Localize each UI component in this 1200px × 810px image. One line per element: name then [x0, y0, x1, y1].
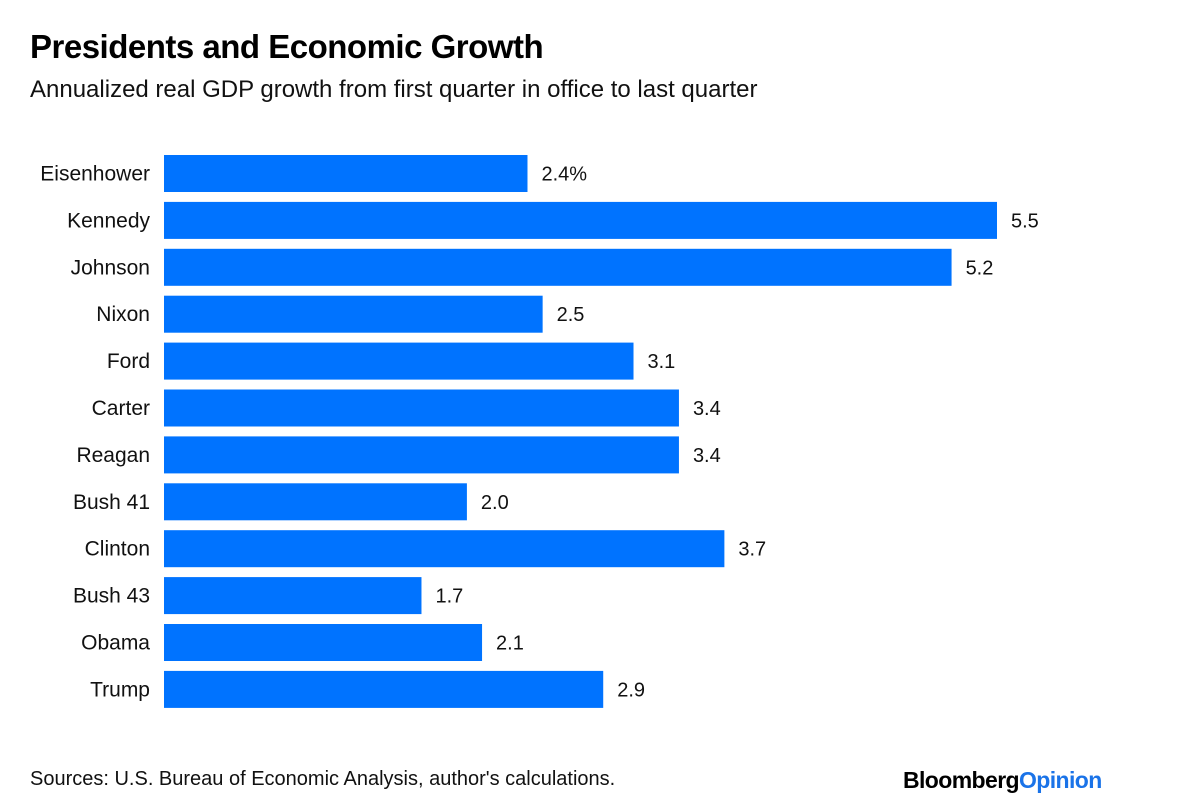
category-label: Bush 43 — [73, 585, 150, 608]
category-label: Trump — [90, 678, 150, 701]
category-label: Johnson — [71, 256, 150, 279]
bloomberg-opinion-logo: BloombergOpinion — [903, 767, 1102, 794]
bar — [164, 201, 997, 239]
logo-bloomberg: Bloomberg — [903, 767, 1020, 793]
category-label: Bush 41 — [73, 491, 150, 514]
category-label: Obama — [81, 632, 150, 655]
bar — [164, 577, 422, 615]
category-label: Ford — [107, 350, 150, 373]
category-label: Clinton — [85, 538, 150, 561]
bar — [164, 155, 528, 192]
category-label: Kennedy — [67, 209, 150, 232]
chart-title: Presidents and Economic Growth — [30, 28, 544, 65]
bar — [164, 483, 467, 521]
chart-subtitle: Annualized real GDP growth from first qu… — [30, 76, 758, 103]
value-label: 5.2 — [966, 257, 994, 279]
bar — [164, 670, 604, 708]
bar-chart: Eisenhower 2.4% Kennedy 5.5 Johnson 5.2 Nixon 2… — [40, 155, 1039, 708]
value-label: 2.9 — [617, 679, 645, 701]
value-label: 3.4 — [693, 398, 721, 420]
logo-opinion: Opinion — [1019, 767, 1102, 793]
bar — [164, 295, 543, 333]
value-label: 2.1 — [496, 633, 524, 655]
value-label: 3.1 — [648, 351, 676, 373]
value-label: 2.5 — [557, 304, 585, 326]
category-label: Eisenhower — [40, 163, 150, 186]
value-label: 2.0 — [481, 492, 509, 514]
value-label: 1.7 — [435, 586, 463, 608]
bar — [164, 342, 634, 380]
source-note: Sources: U.S. Bureau of Economic Analysi… — [30, 768, 616, 790]
category-label: Nixon — [96, 303, 150, 326]
value-label: 3.7 — [738, 539, 766, 561]
value-label: 3.4 — [693, 445, 721, 467]
category-label: Reagan — [76, 444, 150, 467]
category-label: Carter — [92, 397, 150, 420]
bar — [164, 248, 952, 286]
bar — [164, 530, 725, 568]
value-label: 2.4% — [541, 164, 587, 186]
bar — [164, 624, 483, 661]
bar — [164, 389, 679, 427]
value-label: 5.5 — [1011, 210, 1039, 232]
bar — [164, 436, 679, 474]
